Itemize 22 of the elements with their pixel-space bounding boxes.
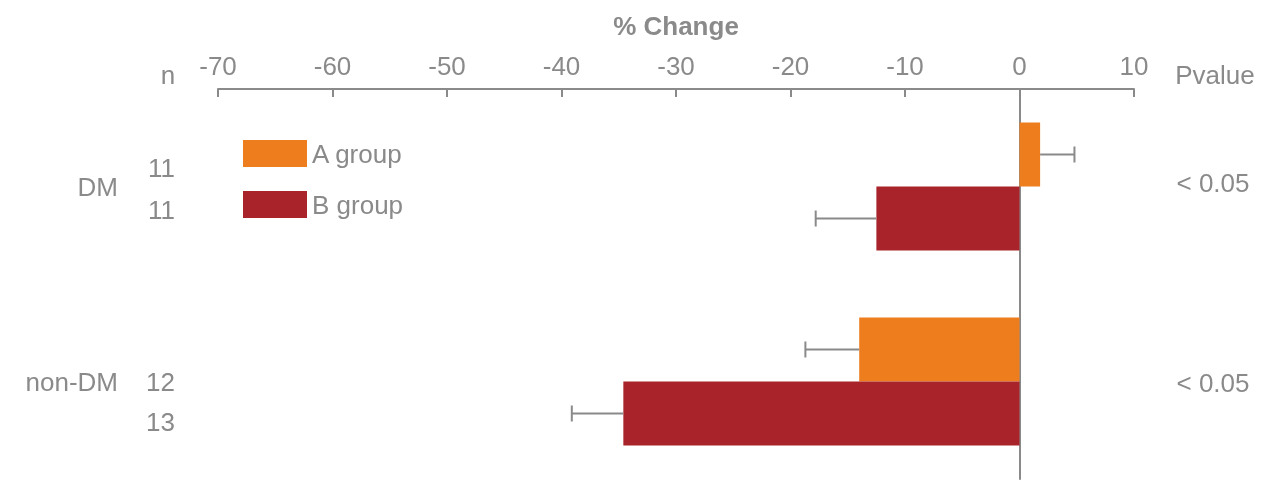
text: Pvalue	[1175, 60, 1255, 90]
text: 11	[148, 153, 175, 183]
x-tick-label: -40	[542, 51, 581, 81]
x-tick-label: -20	[771, 51, 810, 81]
x-tick-label: -50	[428, 51, 466, 81]
text: 13	[146, 407, 175, 437]
x-axis-title: % Change	[613, 11, 739, 41]
legend-label: B group	[312, 189, 404, 220]
x-tick-label: 10	[1119, 51, 1149, 81]
y-tick-label: DM	[77, 171, 118, 202]
text: 12	[146, 367, 175, 397]
x-tick-label: -60	[313, 51, 352, 81]
text: 11	[148, 195, 175, 225]
y-tick-label: non-DM	[25, 366, 118, 397]
text: < 0.05	[1176, 368, 1250, 398]
x-tick-label: -30	[657, 51, 695, 81]
text: < 0.05	[1176, 168, 1250, 198]
legend-label: A group	[312, 138, 402, 169]
x-tick-label: -70	[199, 51, 237, 81]
text: n	[160, 60, 176, 90]
x-tick-label: 0	[1012, 51, 1027, 81]
x-tick-label: -10	[886, 51, 924, 81]
